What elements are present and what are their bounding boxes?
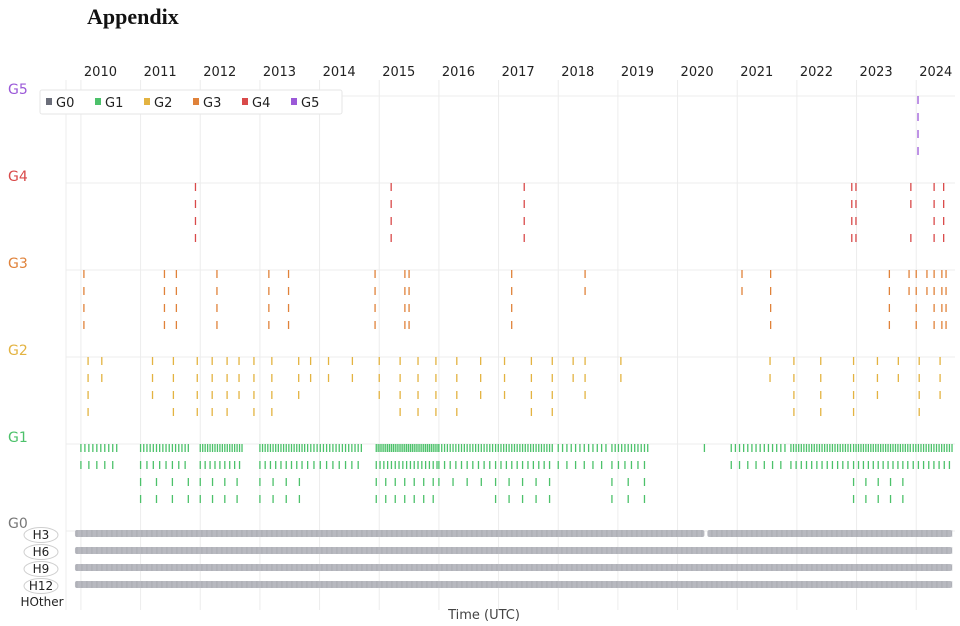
- legend-entry: G1: [105, 96, 123, 111]
- year-tick-label: 2016: [442, 65, 475, 80]
- row-label-pill: [23, 561, 59, 577]
- level-label-g0: G0: [8, 516, 28, 532]
- legend: G0 G1 G2 G3 G4 G5: [39, 89, 343, 115]
- year-tick-label: 2021: [740, 65, 773, 80]
- row-label: H12: [29, 579, 53, 593]
- row-label-pill: [23, 527, 59, 543]
- year-tick-label: 2017: [502, 65, 535, 80]
- row-label-pill: [23, 544, 59, 560]
- year-tick-label: 2020: [681, 65, 714, 80]
- row-label-pill: [23, 578, 59, 594]
- row-label: H3: [33, 528, 50, 542]
- grid-layer: [65, 80, 955, 610]
- level-labels: G0 G1 G2 G3 G4 G5: [8, 82, 28, 532]
- year-tick-label: 2010: [84, 65, 117, 80]
- year-tick-label: 2012: [203, 65, 236, 80]
- g0-strips: [74, 530, 953, 588]
- x-axis-label: Time (UTC): [447, 608, 520, 623]
- year-tick-label: 2019: [621, 65, 654, 80]
- event-marks: [80, 96, 953, 503]
- g0-strip-row: [74, 564, 953, 571]
- legend-swatch: [95, 98, 101, 105]
- row-labels: H3 H6 H9 H12 HOther: [20, 527, 64, 609]
- legend-entry: G3: [203, 96, 221, 111]
- g0-strip-row: [707, 530, 953, 537]
- g0-strip-row: [74, 581, 953, 588]
- year-tick-labels: 2010 2011 2012 2013 2014 2015 2016 2017 2018 2019…: [84, 65, 952, 80]
- row-label: H6: [33, 545, 50, 559]
- legend-entry: G2: [154, 96, 172, 111]
- year-tick-label: 2024: [919, 65, 952, 80]
- legend-entry: G5: [301, 96, 319, 111]
- level-label-g3: G3: [8, 256, 28, 272]
- legend-swatch: [144, 98, 150, 105]
- year-tick-label: 2011: [144, 65, 177, 80]
- year-tick-label: 2022: [800, 65, 833, 80]
- year-tick-label: 2023: [860, 65, 893, 80]
- level-label-g4: G4: [8, 169, 28, 185]
- g0-strip-row: [74, 547, 953, 554]
- year-tick-label: 2015: [382, 65, 415, 80]
- legend-swatch: [242, 98, 248, 105]
- legend-entry: G4: [252, 96, 270, 111]
- legend-entry: G0: [56, 96, 74, 111]
- level-label-g1: G1: [8, 430, 28, 446]
- year-tick-label: 2018: [561, 65, 594, 80]
- year-tick-label: 2013: [263, 65, 296, 80]
- legend-swatch: [46, 98, 52, 105]
- year-tick-label: 2014: [323, 65, 356, 80]
- legend-swatch: [291, 98, 297, 105]
- page-heading: Appendix: [87, 4, 179, 29]
- level-label-g2: G2: [8, 343, 28, 359]
- legend-box: [39, 89, 343, 115]
- level-label-g5: G5: [8, 82, 28, 98]
- row-label: HOther: [20, 595, 63, 609]
- legend-swatch: [193, 98, 199, 105]
- row-label: H9: [33, 562, 50, 576]
- g0-strip-row: [74, 530, 705, 537]
